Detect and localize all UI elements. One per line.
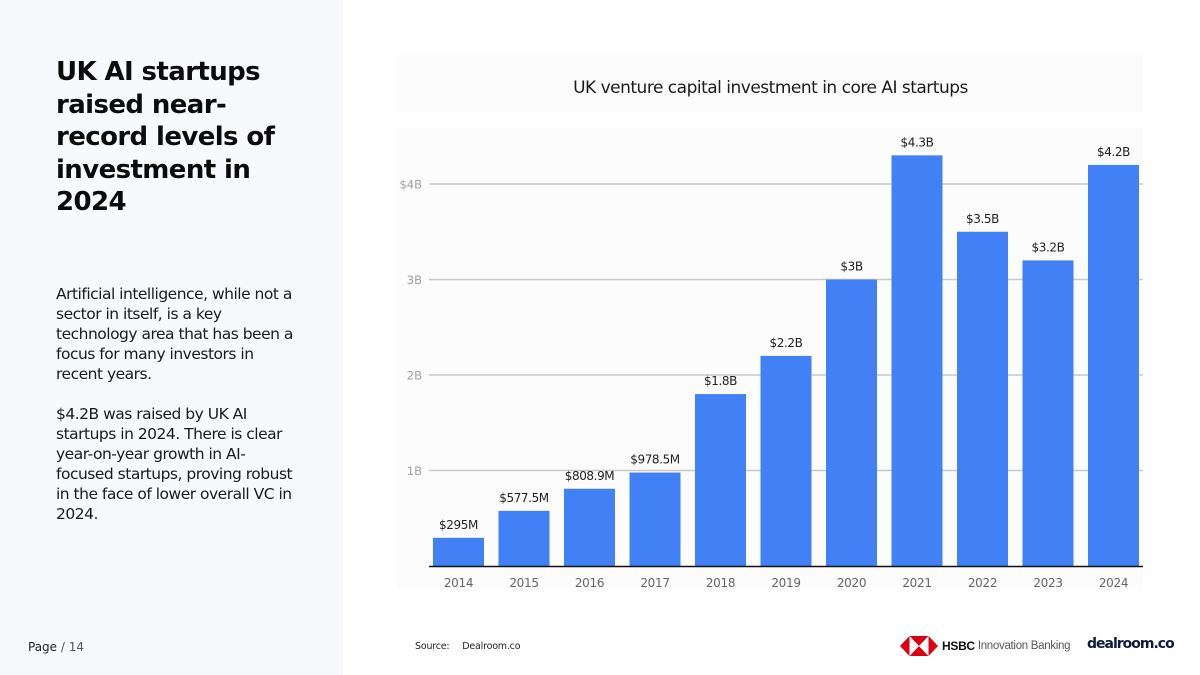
data-label: $1.8B [704, 374, 737, 388]
y-tick-label: 2B [407, 369, 422, 383]
hsbc-subtitle: Innovation Banking [977, 640, 1071, 652]
body-text: Artificial intelligence, while not a sec… [56, 284, 296, 544]
data-label: $577.5M [499, 491, 549, 505]
body-paragraph: $4.2B was raised by UK AI startups in 20… [56, 405, 293, 523]
x-tick-label: 2020 [837, 576, 866, 590]
data-label: $808.9M [565, 469, 615, 483]
hsbc-hexagon-icon [900, 636, 938, 656]
y-tick-label: 3B [407, 273, 422, 287]
page-total: / 14 [60, 640, 85, 654]
left-panel: UK AI startups raised near-record levels… [0, 0, 343, 675]
data-label: $295M [439, 518, 478, 532]
bar [564, 488, 615, 566]
source-label: Source: [415, 641, 450, 652]
bar [695, 394, 746, 566]
x-tick-label: 2024 [1099, 576, 1128, 590]
data-label: $4.3B [901, 135, 934, 149]
bar [891, 155, 943, 566]
bar [760, 355, 812, 566]
y-tick-label: 1B [407, 464, 422, 478]
x-tick-label: 2016 [575, 576, 604, 590]
page-number: Page / 14 [28, 640, 84, 654]
source-note: Source: Dealroom.co [415, 641, 521, 652]
bar [433, 537, 484, 566]
chart-title: UK venture capital investment in core AI… [573, 78, 968, 98]
data-label: $2.2B [770, 336, 803, 350]
x-tick-label: 2022 [968, 576, 997, 590]
bar [826, 279, 877, 566]
data-label: $978.5M [630, 453, 680, 467]
data-label: $4.2B [1097, 145, 1130, 159]
page-label: Page [28, 640, 58, 654]
page-headline: UK AI startups raised near-record levels… [56, 57, 275, 217]
y-tick-label: $4B [399, 178, 422, 192]
data-label: $3B [840, 260, 862, 274]
bar [1088, 164, 1139, 566]
bar [1022, 260, 1074, 566]
x-tick-label: 2019 [771, 576, 800, 590]
x-tick-label: 2018 [706, 576, 735, 590]
data-label: $3.2B [1032, 240, 1065, 254]
hsbc-name: HSBC [942, 639, 975, 653]
bar [629, 472, 681, 566]
x-tick-label: 2023 [1033, 576, 1062, 590]
chart-title-box: UK venture capital investment in core AI… [398, 55, 1143, 112]
bar [498, 510, 550, 566]
hsbc-logo: HSBC Innovation Banking [900, 634, 1071, 658]
x-tick-label: 2021 [902, 576, 931, 590]
body-paragraph: Artificial intelligence, while not a sec… [56, 285, 293, 383]
dealroom-logo: dealroom.co [1087, 636, 1175, 652]
bar [957, 231, 1008, 566]
x-tick-label: 2014 [444, 576, 473, 590]
data-label: $3.5B [966, 212, 999, 226]
x-tick-label: 2015 [509, 576, 538, 590]
x-tick-label: 2017 [640, 576, 669, 590]
source-value: Dealroom.co [462, 641, 521, 652]
